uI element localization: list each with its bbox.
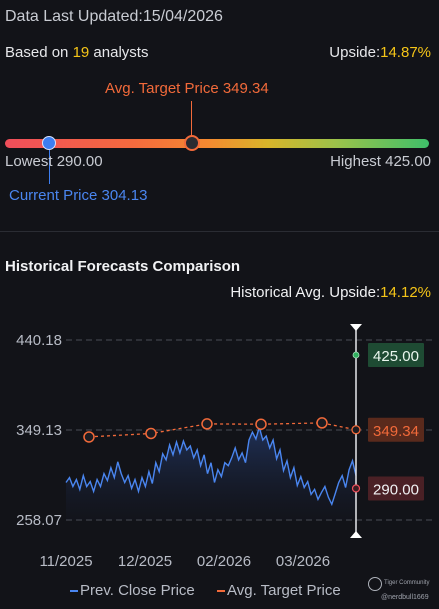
avg-target-line bbox=[88, 422, 357, 438]
y-tick-label: 440.18 bbox=[16, 332, 62, 349]
low-forecast-label: 290.00 bbox=[373, 481, 419, 498]
avg-target-label: Avg. Target Price 349.34 bbox=[105, 80, 269, 97]
historical-upside-label: Historical Avg. Upside: bbox=[230, 284, 381, 301]
historical-upside-text: Historical Avg. Upside:14.12% bbox=[230, 284, 431, 301]
lowest-target-label: Lowest 290.00 bbox=[5, 153, 103, 170]
x-tick-label: 12/2025 bbox=[118, 553, 172, 570]
analysts-prefix: Based on bbox=[5, 44, 73, 61]
tiger-logo-icon bbox=[368, 577, 382, 591]
legend-prev-label: Prev. Close Price bbox=[80, 582, 195, 599]
low-forecast-point bbox=[351, 484, 361, 493]
prev-close-line bbox=[65, 424, 357, 507]
section-divider bbox=[0, 231, 439, 232]
avg-target-point bbox=[255, 418, 267, 430]
analysts-count: 19 bbox=[72, 44, 90, 61]
upside-text: Upside:14.87% bbox=[329, 44, 431, 61]
x-tick-label: 03/2026 bbox=[276, 553, 330, 570]
current-price-label: Current Price 304.13 bbox=[9, 187, 148, 204]
historical-upside-value: 14.12% bbox=[380, 284, 431, 301]
avg-target-point bbox=[145, 427, 157, 440]
avg-target-point bbox=[201, 418, 213, 430]
historical-forecast-chart[interactable]: 440.18 349.13 258.07 11/2025 12/2025 02/2026 0… bbox=[0, 316, 439, 576]
avg-forecast-label-bg bbox=[368, 417, 424, 442]
highest-target-label: Highest 425.00 bbox=[330, 153, 431, 170]
current-price-marker[interactable] bbox=[42, 136, 56, 150]
high-forecast-label: 425.00 bbox=[373, 348, 419, 365]
price-range-bar bbox=[5, 139, 429, 148]
updated-label: Data Last Updated: bbox=[5, 8, 143, 25]
y-tick-label: 258.07 bbox=[16, 512, 62, 529]
legend-avg-swatch bbox=[217, 590, 225, 593]
watermark-user: @nerdbull1669 bbox=[381, 594, 429, 601]
avg-forecast-label: 349.34 bbox=[373, 423, 419, 440]
section-title: Historical Forecasts Comparison bbox=[5, 258, 241, 275]
upside-value: 14.87% bbox=[380, 44, 431, 61]
upside-label: Upside: bbox=[329, 44, 381, 61]
watermark-brand: Tiger Community bbox=[384, 580, 430, 586]
legend-prev-close[interactable]: Prev. Close Price bbox=[70, 582, 195, 599]
current-price-pointer bbox=[49, 150, 50, 184]
price-area bbox=[66, 427, 356, 520]
high-forecast-point bbox=[352, 351, 360, 359]
avg-forecast-point bbox=[351, 425, 361, 435]
avg-target-marker[interactable] bbox=[184, 135, 200, 151]
forecast-axis-top-arrow bbox=[350, 324, 362, 331]
avg-target-tick bbox=[191, 101, 192, 137]
y-tick-label: 349.13 bbox=[16, 422, 62, 439]
updated-date: 15/04/2026 bbox=[142, 8, 223, 25]
legend-avg-target[interactable]: Avg. Target Price bbox=[217, 582, 341, 599]
legend-prev-swatch bbox=[70, 590, 78, 593]
x-tick-label: 02/2026 bbox=[197, 553, 251, 570]
analysts-suffix: analysts bbox=[89, 44, 149, 61]
analysts-count-text: Based on 19 analysts bbox=[5, 44, 148, 61]
legend-avg-label: Avg. Target Price bbox=[227, 582, 341, 599]
forecast-axis-bottom-arrow bbox=[350, 531, 362, 538]
avg-target-point bbox=[83, 431, 95, 443]
low-forecast-label-bg bbox=[368, 476, 424, 501]
avg-target-point bbox=[316, 417, 328, 429]
high-forecast-label-bg bbox=[368, 343, 424, 368]
data-updated-text: Data Last Updated:15/04/2026 bbox=[5, 8, 223, 26]
x-tick-label: 11/2025 bbox=[39, 553, 92, 570]
